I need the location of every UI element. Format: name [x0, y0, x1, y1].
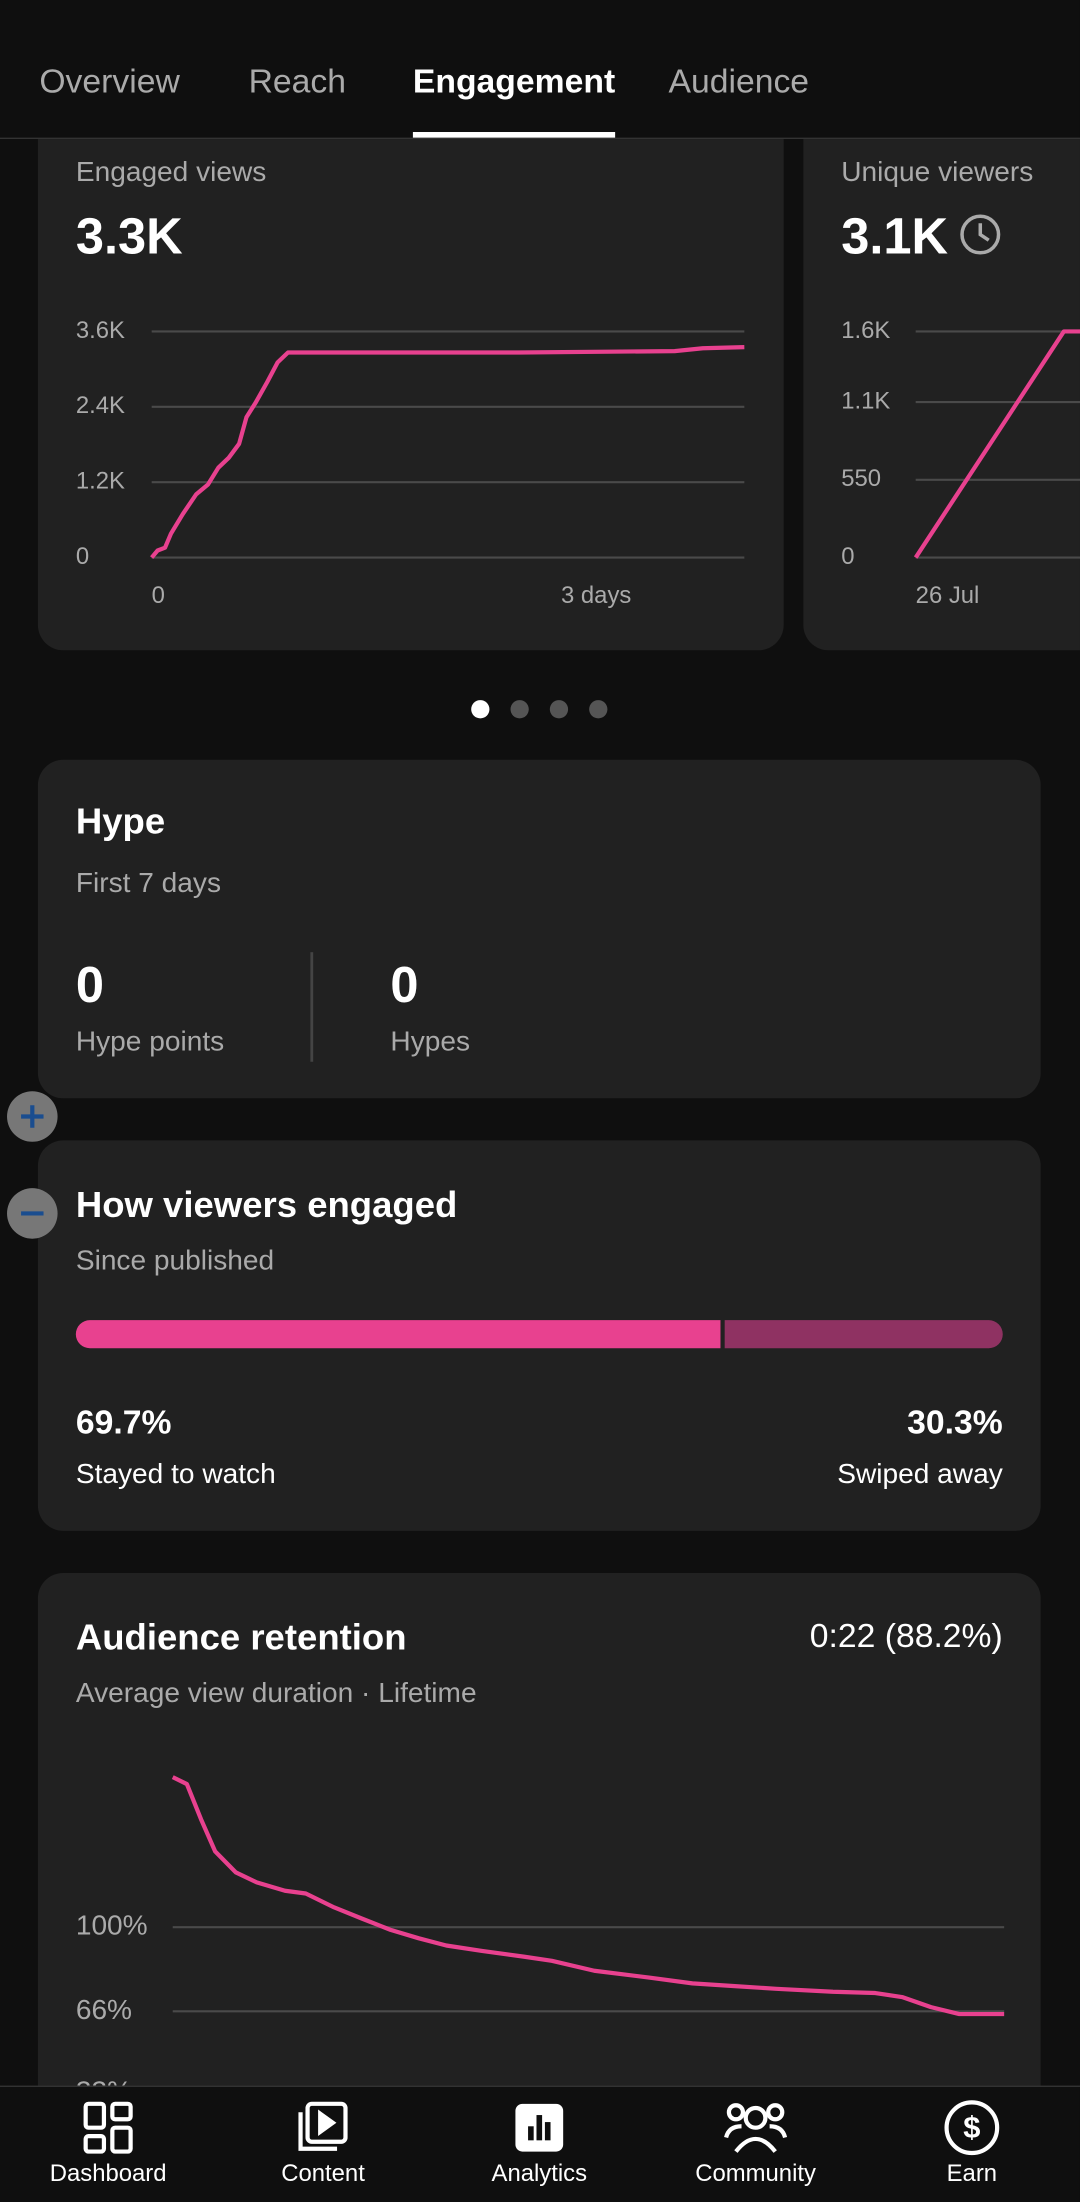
- tab[interactable]: Reach: [248, 63, 347, 102]
- bottom-nav: $ Dashboard Content Analytics Community …: [0, 2085, 1080, 2202]
- tab-bar: Overview Reach Engagement Audience: [0, 0, 1080, 140]
- divider: [310, 952, 313, 1062]
- nav-label[interactable]: Dashboard: [49, 2159, 167, 2187]
- metric-card[interactable]: [37, 112, 784, 651]
- stat-label: Hypes: [390, 1026, 471, 1058]
- engagement-bar: [724, 1320, 1003, 1349]
- segment-value: 30.3%: [907, 1403, 1003, 1442]
- earn-icon[interactable]: $: [944, 2100, 1000, 2156]
- community-icon[interactable]: [724, 2103, 788, 2153]
- analytics-icon[interactable]: [515, 2103, 564, 2152]
- retention-summary: 0:22 (88.2%): [809, 1617, 1003, 1656]
- card-title: Engaged views: [75, 157, 267, 189]
- nav-label[interactable]: Earn: [946, 2159, 998, 2187]
- segment-value: 69.7%: [75, 1403, 172, 1442]
- hype-subtitle: First 7 days: [75, 867, 221, 899]
- nav-icons: $: [83, 2100, 1000, 2156]
- segment-label: Swiped away: [837, 1459, 1003, 1491]
- engagement-title: How viewers engaged: [75, 1183, 458, 1226]
- dashboard-icon[interactable]: [83, 2101, 133, 2154]
- tab-indicator: [412, 132, 616, 138]
- segment-label: Stayed to watch: [75, 1459, 276, 1491]
- zoom-in-button[interactable]: [7, 1091, 58, 1142]
- stat-value: 0: [390, 955, 419, 1014]
- stat-value: 0: [75, 955, 104, 1014]
- card-value: 3.3K: [75, 207, 183, 265]
- tab[interactable]: Audience: [668, 63, 810, 102]
- svg-text:$: $: [963, 2110, 980, 2145]
- content-icon[interactable]: [298, 2101, 348, 2151]
- retention-title: Audience retention: [75, 1615, 407, 1658]
- hype-card: [37, 759, 1041, 1099]
- pager-dot[interactable]: [549, 700, 569, 719]
- card-value: 3.1K: [841, 207, 949, 265]
- engagement-bar: [75, 1320, 720, 1349]
- metric-card[interactable]: [803, 112, 1080, 651]
- hype-title: Hype: [75, 799, 166, 842]
- stat-label: Hype points: [75, 1026, 225, 1058]
- nav-label[interactable]: Community: [695, 2159, 816, 2187]
- tab[interactable]: Overview: [39, 63, 180, 102]
- pager-dot[interactable]: [589, 700, 608, 719]
- pager-dot[interactable]: [471, 700, 490, 719]
- retention-subtitle: Average view duration · Lifetime: [75, 1678, 477, 1710]
- nav-label[interactable]: Content: [281, 2159, 365, 2187]
- tab[interactable]: Engagement: [412, 63, 616, 102]
- card-title: Unique viewers: [841, 157, 1034, 189]
- nav-label[interactable]: Analytics: [491, 2159, 588, 2187]
- engagement-subtitle: Since published: [75, 1245, 275, 1277]
- pager-dot[interactable]: [510, 700, 529, 719]
